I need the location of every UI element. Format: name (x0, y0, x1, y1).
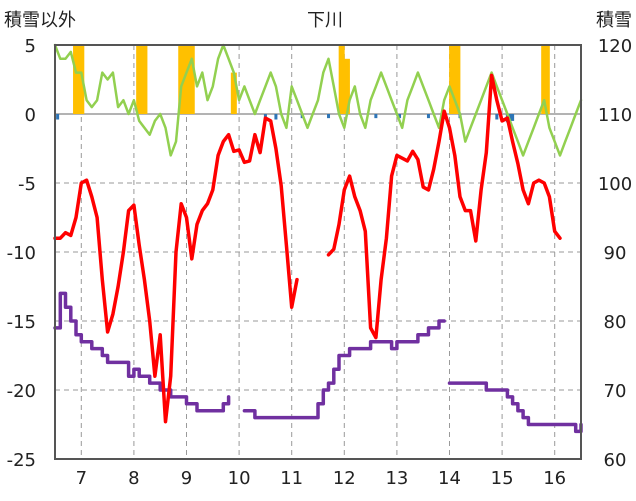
precip-bar (543, 45, 550, 114)
series-snow-depth-line (53, 291, 231, 413)
precip-bar (78, 45, 85, 114)
x-tick-label: 16 (543, 468, 566, 489)
precip-bar (136, 45, 143, 114)
precip-bar (230, 72, 237, 114)
precip-bar (73, 45, 80, 114)
left-tick-label: -5 (18, 174, 36, 195)
precip-bar (188, 45, 195, 114)
precip-bar (338, 45, 345, 114)
wind-bar (398, 114, 402, 119)
series-snow-depth-line (242, 319, 446, 420)
axes-layer (54, 44, 582, 460)
left-axis-title: 積雪以外 (4, 10, 76, 31)
wind-bar (511, 114, 515, 121)
left-tick-label: 5 (25, 36, 36, 57)
left-tick-label: -20 (7, 381, 36, 402)
right-tick-label: 110 (598, 105, 632, 126)
wind-bar (426, 114, 430, 119)
wind-bar (263, 114, 267, 119)
precip-bar (449, 45, 456, 114)
precip-bar (454, 45, 461, 114)
x-tick-label: 7 (76, 468, 87, 489)
series-temperature-line (53, 116, 299, 424)
x-tick-label: 14 (438, 468, 461, 489)
series-temperature-line (326, 73, 562, 340)
x-tick-label: 8 (128, 468, 139, 489)
right-tick-label: 80 (604, 312, 627, 333)
bars-layer (56, 45, 550, 126)
grid-layer (55, 44, 581, 460)
series-snow-depth-line (447, 381, 583, 434)
wind-bar (327, 114, 331, 119)
wind-bar (274, 114, 278, 120)
x-tick-label: 13 (385, 468, 408, 489)
right-tick-label: 70 (604, 381, 627, 402)
wind-bar (495, 114, 499, 120)
left-tick-label: -15 (7, 312, 36, 333)
x-tick-label: 11 (280, 468, 303, 489)
chart-title: 下川 (307, 10, 343, 31)
x-tick-label: 10 (228, 468, 251, 489)
right-tick-label: 100 (598, 174, 632, 195)
x-tick-label: 12 (333, 468, 356, 489)
left-tick-label: 0 (25, 105, 36, 126)
x-tick-label: 9 (181, 468, 192, 489)
ticks-layer: 5 0 -5 -10 -15 -20 -25 120 110 100 90 80 70 60 7 8 9 10 11… (7, 36, 633, 489)
right-tick-label: 90 (604, 243, 627, 264)
x-tick-label: 15 (491, 468, 514, 489)
lines-layer (53, 43, 583, 434)
wind-bar (56, 114, 60, 120)
precip-bar (343, 58, 350, 114)
left-tick-label: -10 (7, 243, 36, 264)
right-tick-label: 120 (598, 36, 632, 57)
wind-bar (374, 114, 378, 119)
left-tick-label: -25 (7, 450, 36, 471)
plot-frame (54, 44, 582, 460)
right-tick-label: 60 (604, 450, 627, 471)
right-axis-title: 積雪 (596, 10, 632, 31)
precip-bar (141, 45, 148, 114)
